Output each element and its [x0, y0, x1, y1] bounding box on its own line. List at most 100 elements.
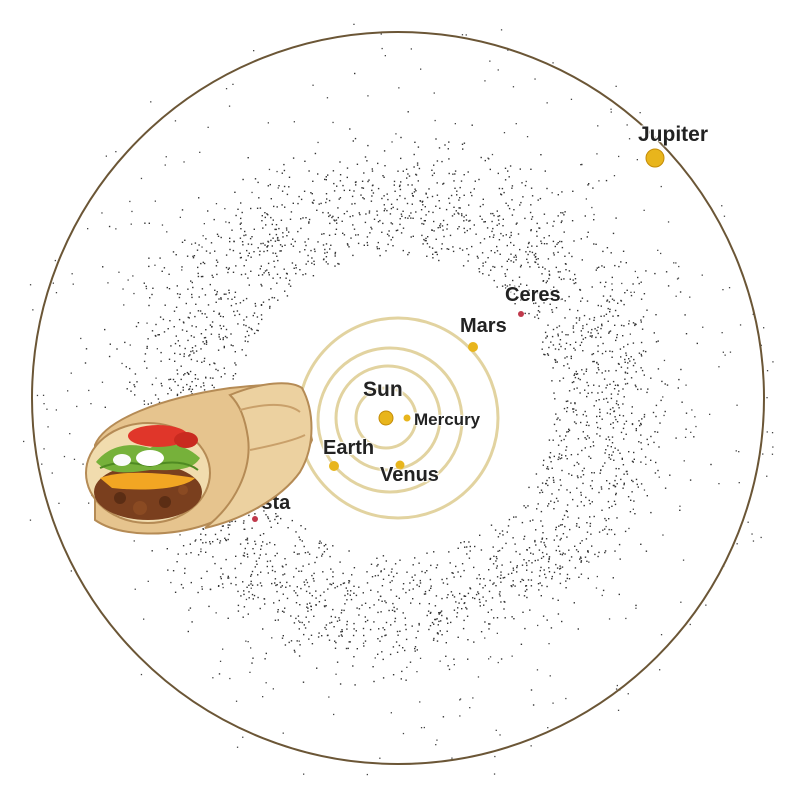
asteroid-dot [400, 213, 403, 215]
asteroid-dot [640, 341, 643, 344]
asteroid-dot [185, 553, 188, 555]
asteroid-dot [334, 233, 337, 235]
asteroid-dot [274, 619, 277, 621]
asteroid-dot [257, 323, 260, 325]
asteroid-dot [151, 437, 153, 439]
asteroid-dot [529, 520, 531, 522]
asteroid-dot [174, 381, 176, 383]
asteroid-dot [593, 405, 595, 407]
asteroid-dot [479, 215, 481, 217]
asteroid-dot [680, 601, 682, 603]
asteroid-dot [650, 459, 652, 461]
asteroid-dot [193, 514, 195, 516]
asteroid-dot [602, 250, 604, 253]
asteroid-dot [459, 592, 461, 595]
asteroid-dot [276, 239, 279, 241]
asteroid-dot [350, 598, 353, 601]
asteroid-dot [495, 556, 498, 558]
asteroid-dot [187, 316, 189, 319]
asteroid-dot [147, 338, 149, 340]
asteroid-dot [723, 215, 726, 217]
asteroid-dot [455, 210, 457, 212]
asteroid-dot [303, 773, 305, 775]
asteroid-dot [614, 324, 616, 326]
asteroid-dot [294, 545, 296, 547]
asteroid-dot [553, 254, 555, 256]
asteroid-dot [631, 479, 633, 482]
asteroid-dot [201, 361, 203, 363]
asteroid-dot [243, 552, 246, 554]
asteroid-dot [163, 267, 166, 269]
asteroid-dot [556, 361, 558, 363]
asteroid-dot [224, 537, 226, 539]
asteroid-dot [234, 351, 236, 353]
asteroid-dot [224, 390, 227, 392]
asteroid-dot [232, 249, 235, 252]
asteroid-dot [576, 475, 579, 477]
asteroid-dot [364, 221, 367, 224]
asteroid-dot [129, 367, 131, 370]
asteroid-dot [739, 324, 742, 326]
asteroid-dot [236, 310, 239, 312]
asteroid-dot [487, 157, 489, 159]
asteroid-dot [330, 615, 332, 618]
asteroid-dot [574, 402, 576, 404]
asteroid-dot [640, 367, 642, 369]
asteroid-dot [143, 487, 145, 490]
asteroid-dot [490, 269, 492, 271]
asteroid-dot [200, 262, 202, 265]
asteroid-dot [543, 298, 545, 300]
asteroid-dot [463, 227, 465, 230]
asteroid-dot [482, 273, 484, 275]
asteroid-dot [189, 473, 192, 475]
asteroid-dot [343, 609, 345, 612]
asteroid-dot [553, 501, 556, 504]
asteroid-dot [280, 586, 282, 588]
asteroid-dot [275, 515, 278, 518]
asteroid-dot [239, 477, 241, 479]
asteroid-dot [334, 251, 337, 254]
asteroid-dot [232, 271, 235, 273]
asteroid-dot [399, 218, 401, 220]
asteroid-dot [416, 649, 418, 651]
asteroid-dot [616, 336, 618, 339]
asteroid-dot [614, 384, 617, 386]
asteroid-dot [547, 258, 550, 260]
asteroid-dot [616, 483, 618, 485]
asteroid-dot [391, 223, 394, 225]
asteroid-dot [578, 526, 580, 528]
asteroid-dot [541, 348, 543, 350]
asteroid-dot [204, 313, 206, 315]
asteroid-dot [598, 180, 600, 182]
asteroid-dot [592, 445, 595, 447]
asteroid-dot [546, 585, 548, 588]
asteroid-dot [296, 640, 298, 642]
asteroid-dot [527, 261, 529, 264]
asteroid-dot [593, 219, 595, 221]
asteroid-dot [462, 627, 465, 630]
asteroid-dot [546, 280, 548, 282]
asteroid-dot [156, 477, 158, 479]
asteroid-dot [580, 341, 583, 344]
asteroid-dot [200, 386, 202, 388]
asteroid-dot [500, 601, 502, 603]
asteroid-dot [250, 270, 252, 272]
asteroid-dot [339, 161, 341, 163]
asteroid-dot [551, 380, 553, 382]
asteroid-dot [55, 292, 58, 294]
asteroid-dot [399, 195, 401, 197]
asteroid-dot [675, 295, 677, 297]
vesta-label: Vesta [238, 492, 291, 514]
asteroid-dot [239, 252, 241, 254]
asteroid-dot [611, 442, 614, 444]
asteroid-dot [205, 541, 207, 544]
asteroid-dot [438, 259, 440, 262]
asteroid-dot [448, 668, 451, 671]
asteroid-dot [431, 195, 434, 198]
asteroid-dot [417, 146, 420, 148]
asteroid-dot [363, 645, 365, 647]
asteroid-dot [640, 483, 643, 485]
asteroid-dot [370, 589, 372, 591]
asteroid-dot [321, 553, 324, 555]
asteroid-dot [398, 644, 401, 647]
